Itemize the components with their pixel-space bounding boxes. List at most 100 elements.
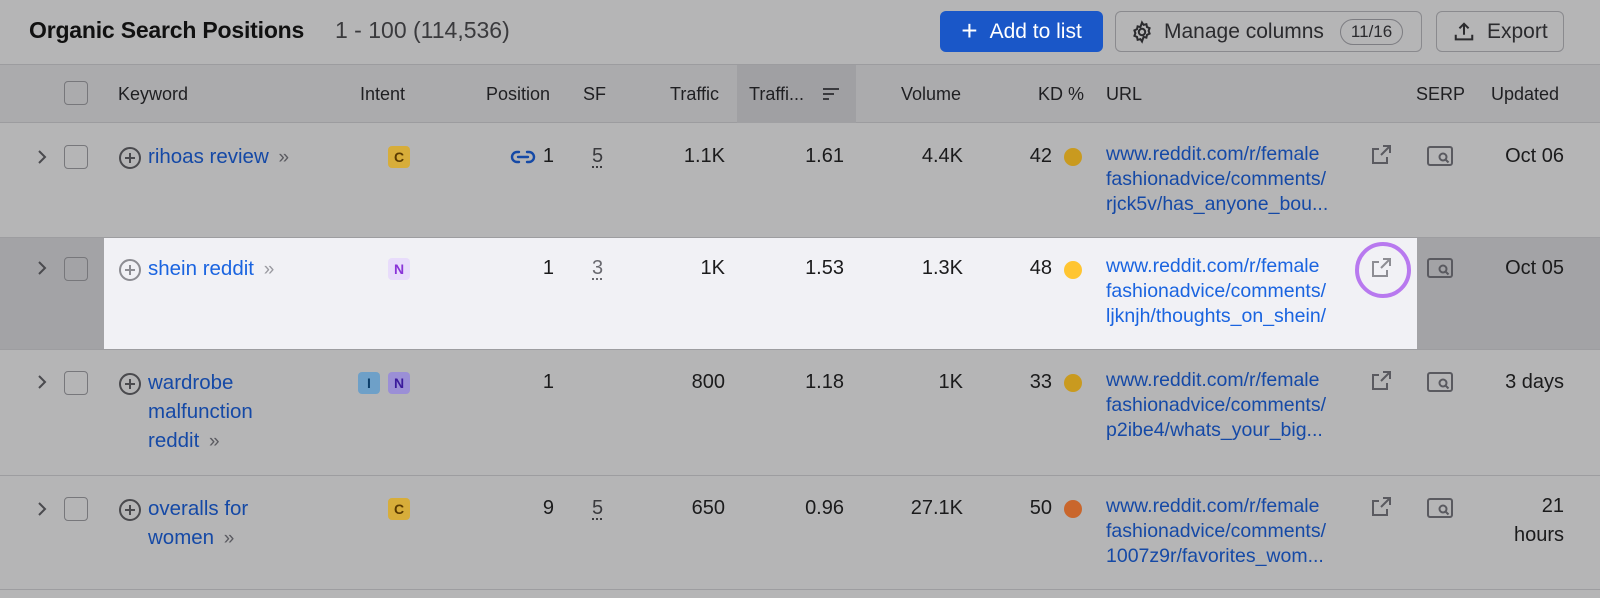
col-serp[interactable]: SERP	[1416, 84, 1466, 104]
chevron-right-icon[interactable]	[35, 373, 49, 391]
row-checkbox[interactable]	[64, 257, 88, 281]
updated-value: 3 days	[1505, 371, 1564, 393]
sf-count[interactable]: 5	[592, 497, 604, 519]
updated-value: Oct 06	[1505, 145, 1564, 167]
position-value: 1	[542, 257, 554, 279]
col-traffic-percent[interactable]: Traffi...	[749, 84, 805, 104]
keyword-link[interactable]: overalls for women »	[148, 494, 278, 553]
traffic-percent-value: 0.96	[805, 497, 844, 519]
kd-difficulty-dot	[1064, 148, 1082, 166]
sort-descending-icon[interactable]	[822, 85, 840, 103]
kd-value: 33	[1029, 371, 1052, 393]
export-label: Export	[1487, 19, 1548, 43]
chevron-right-icon[interactable]	[35, 259, 49, 277]
row-checkbox[interactable]	[64, 145, 88, 169]
volume-value: 4.4K	[921, 145, 963, 167]
traffic-value: 1.1K	[683, 145, 725, 167]
keyword-text[interactable]: rihoas review	[148, 145, 269, 168]
kd-difficulty-dot	[1064, 261, 1082, 279]
result-range: 1 - 100 (114,536)	[335, 17, 510, 43]
col-keyword[interactable]: Keyword	[118, 84, 189, 104]
position-value: 1	[542, 371, 554, 393]
chevron-right-icon[interactable]	[35, 500, 49, 518]
kd-value: 48	[1029, 257, 1052, 279]
serp-icon[interactable]	[1427, 498, 1453, 518]
table-header: Keyword Intent Position SF Traffic Traff…	[0, 64, 1600, 123]
traffic-value: 800	[691, 371, 725, 393]
col-volume[interactable]: Volume	[901, 84, 962, 104]
external-link-icon[interactable]	[1370, 144, 1392, 166]
col-intent[interactable]: Intent	[360, 84, 406, 104]
row-checkbox[interactable]	[64, 371, 88, 395]
url-link[interactable]: www.reddit.com/r/female fashionadvice/co…	[1106, 495, 1327, 567]
updated-value: 21 hours	[1513, 495, 1564, 546]
intent-badge-informational: I	[358, 372, 380, 394]
volume-value: 1.3K	[921, 257, 963, 279]
select-all-checkbox[interactable]	[64, 81, 88, 105]
double-chevron-icon[interactable]: »	[223, 528, 235, 549]
volume-value: 1K	[938, 371, 963, 393]
col-traffic[interactable]: Traffic	[670, 84, 720, 104]
url-link[interactable]: www.reddit.com/r/female fashionadvice/co…	[1106, 143, 1329, 215]
intent-badge-commercial: C	[388, 146, 410, 168]
page-header: Organic Search Positions 1 - 100 (114,53…	[0, 0, 1600, 64]
row-checkbox[interactable]	[64, 497, 88, 521]
kd-value: 42	[1029, 145, 1052, 167]
external-link-icon[interactable]	[1370, 370, 1392, 392]
sf-count[interactable]: 3	[592, 257, 604, 279]
url-link[interactable]: www.reddit.com/r/female fashionadvice/co…	[1106, 369, 1327, 441]
intent-badge-navigational: N	[388, 372, 410, 394]
keyword-text[interactable]: overalls for women	[148, 497, 249, 549]
kd-difficulty-dot	[1064, 374, 1082, 392]
keyword-link[interactable]: rihoas review »	[148, 142, 289, 172]
add-keyword-icon[interactable]	[118, 146, 142, 170]
col-position[interactable]: Position	[486, 84, 551, 104]
double-chevron-icon[interactable]: »	[278, 147, 290, 168]
manage-columns-button[interactable]: Manage columns 11/16	[1115, 11, 1422, 52]
export-button[interactable]: Export	[1436, 11, 1564, 52]
add-keyword-icon[interactable]	[118, 498, 142, 522]
columns-count-badge: 11/16	[1339, 18, 1404, 45]
gear-icon	[1133, 19, 1151, 44]
position-value: 1	[542, 145, 554, 167]
table-row	[0, 476, 1600, 590]
kd-difficulty-dot	[1064, 500, 1082, 518]
sf-count[interactable]: 5	[592, 145, 604, 167]
plus-icon: +	[961, 14, 978, 46]
col-url[interactable]: URL	[1106, 84, 1143, 104]
link-icon	[510, 150, 536, 164]
add-keyword-icon[interactable]	[118, 372, 142, 396]
volume-value: 27.1K	[910, 497, 963, 519]
external-link-icon[interactable]	[1370, 496, 1392, 518]
updated-value: Oct 05	[1505, 257, 1564, 279]
chevron-right-icon[interactable]	[35, 148, 49, 166]
add-to-list-label: Add to list	[989, 19, 1082, 43]
keyword-text[interactable]: wardrobe malfunction reddit	[148, 371, 253, 452]
add-keyword-icon[interactable]	[118, 258, 142, 282]
traffic-percent-value: 1.18	[805, 371, 844, 393]
keyword-link[interactable]: shein reddit »	[148, 254, 274, 284]
table-row	[0, 349, 1600, 476]
keyword-link[interactable]: wardrobe malfunction reddit »	[148, 368, 278, 456]
sorted-column-bg	[737, 65, 856, 123]
double-chevron-icon[interactable]: »	[263, 259, 275, 280]
manage-columns-label: Manage columns	[1164, 19, 1324, 43]
highlight-circle	[1355, 242, 1411, 298]
col-updated[interactable]: Updated	[1491, 84, 1560, 104]
col-kd[interactable]: KD %	[1038, 84, 1085, 104]
page-title: Organic Search Positions	[29, 17, 305, 43]
traffic-value: 1K	[700, 257, 725, 279]
serp-icon[interactable]	[1427, 146, 1453, 166]
table-row	[0, 124, 1600, 238]
kd-value: 50	[1029, 497, 1052, 519]
double-chevron-icon[interactable]: »	[208, 431, 220, 452]
position-value: 9	[542, 497, 554, 519]
traffic-percent-value: 1.53	[805, 257, 844, 279]
serp-icon[interactable]	[1427, 258, 1453, 278]
add-to-list-button[interactable]: + Add to list	[940, 11, 1103, 52]
keyword-text[interactable]: shein reddit	[148, 257, 254, 280]
serp-icon[interactable]	[1427, 372, 1453, 392]
col-sf[interactable]: SF	[583, 84, 607, 104]
url-link[interactable]: www.reddit.com/r/female fashionadvice/co…	[1106, 255, 1327, 327]
intent-badge-commercial: C	[388, 498, 410, 520]
